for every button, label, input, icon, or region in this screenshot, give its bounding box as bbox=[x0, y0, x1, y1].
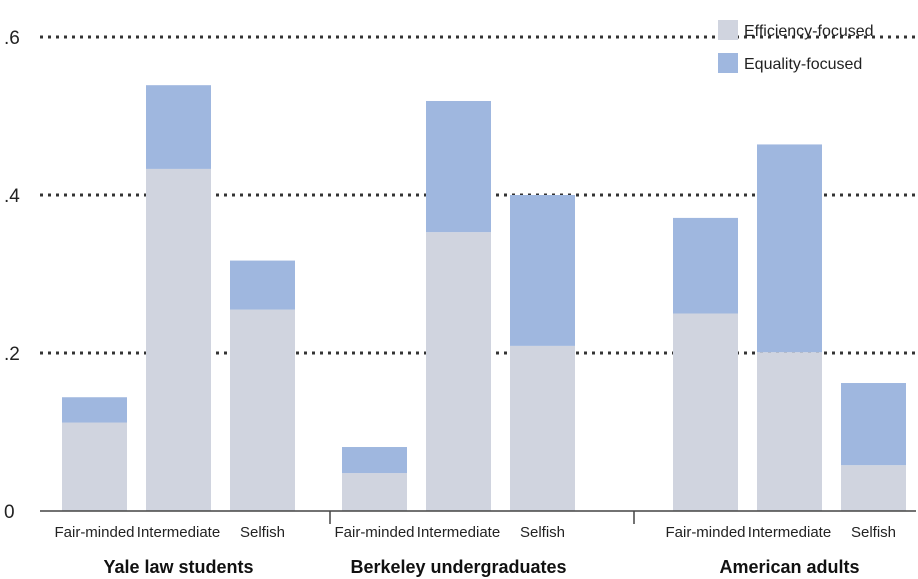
bar-efficiency-focused bbox=[62, 422, 127, 511]
bar-equality-focused bbox=[230, 260, 295, 310]
group-label: Yale law students bbox=[103, 557, 253, 577]
category-label: Selfish bbox=[520, 524, 565, 541]
category-label: Fair-minded bbox=[54, 524, 134, 541]
category-label: Intermediate bbox=[137, 524, 220, 541]
bar-efficiency-focused bbox=[342, 473, 407, 511]
category-label: Selfish bbox=[240, 524, 285, 541]
legend-label-equality-focused: Equality-focused bbox=[744, 56, 862, 73]
category-label: Fair-minded bbox=[334, 524, 414, 541]
bar-equality-focused bbox=[426, 100, 491, 233]
bar-efficiency-focused bbox=[673, 313, 738, 511]
bar-efficiency-focused bbox=[757, 352, 822, 511]
bar-efficiency-focused bbox=[146, 168, 211, 511]
bar-efficiency-focused bbox=[841, 465, 906, 511]
category-label: Fair-minded bbox=[665, 524, 745, 541]
category-label: Intermediate bbox=[417, 524, 500, 541]
bar-equality-focused bbox=[673, 217, 738, 314]
legend-swatch-efficiency-focused bbox=[718, 20, 738, 40]
bar-efficiency-focused bbox=[426, 232, 491, 511]
bars bbox=[62, 85, 906, 511]
category-label: Selfish bbox=[851, 524, 896, 541]
bar-efficiency-focused bbox=[510, 345, 575, 511]
bar-equality-focused bbox=[841, 383, 906, 466]
y-tick-label: .6 bbox=[4, 28, 20, 49]
bar-efficiency-focused bbox=[230, 309, 295, 511]
y-tick-label: .4 bbox=[4, 186, 20, 207]
bar-equality-focused bbox=[342, 447, 407, 474]
group-label: American adults bbox=[719, 557, 859, 577]
legend-label-efficiency-focused: Efficiency-focused bbox=[744, 23, 874, 40]
legend-swatch-equality-focused bbox=[718, 53, 738, 73]
bar-equality-focused bbox=[510, 195, 575, 346]
bar-equality-focused bbox=[146, 85, 211, 169]
y-tick-label: .2 bbox=[4, 344, 20, 365]
bar-equality-focused bbox=[62, 397, 127, 423]
bar-equality-focused bbox=[757, 144, 822, 353]
y-tick-label: 0 bbox=[4, 502, 15, 523]
category-label: Intermediate bbox=[748, 524, 831, 541]
group-label: Berkeley undergraduates bbox=[350, 557, 566, 577]
legend: Efficiency-focused Equality-focused bbox=[718, 20, 874, 73]
